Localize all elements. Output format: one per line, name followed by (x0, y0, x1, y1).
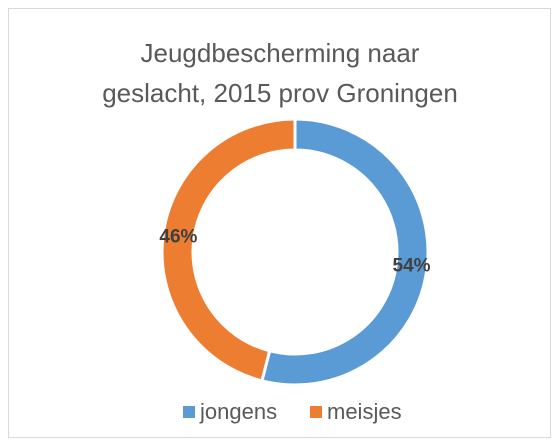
legend-label: jongens (199, 399, 277, 424)
chart-title: Jeugdbescherming naar (141, 38, 420, 68)
donut-slice (160, 117, 297, 383)
chart-title: geslacht, 2015 prov Groningen (102, 78, 458, 108)
data-label: 46% (159, 226, 197, 247)
legend-label: meisjes (327, 399, 402, 424)
data-label: 54% (393, 256, 431, 277)
legend-swatch (183, 406, 195, 418)
legend-swatch (310, 406, 322, 418)
donut-slice (260, 117, 430, 387)
